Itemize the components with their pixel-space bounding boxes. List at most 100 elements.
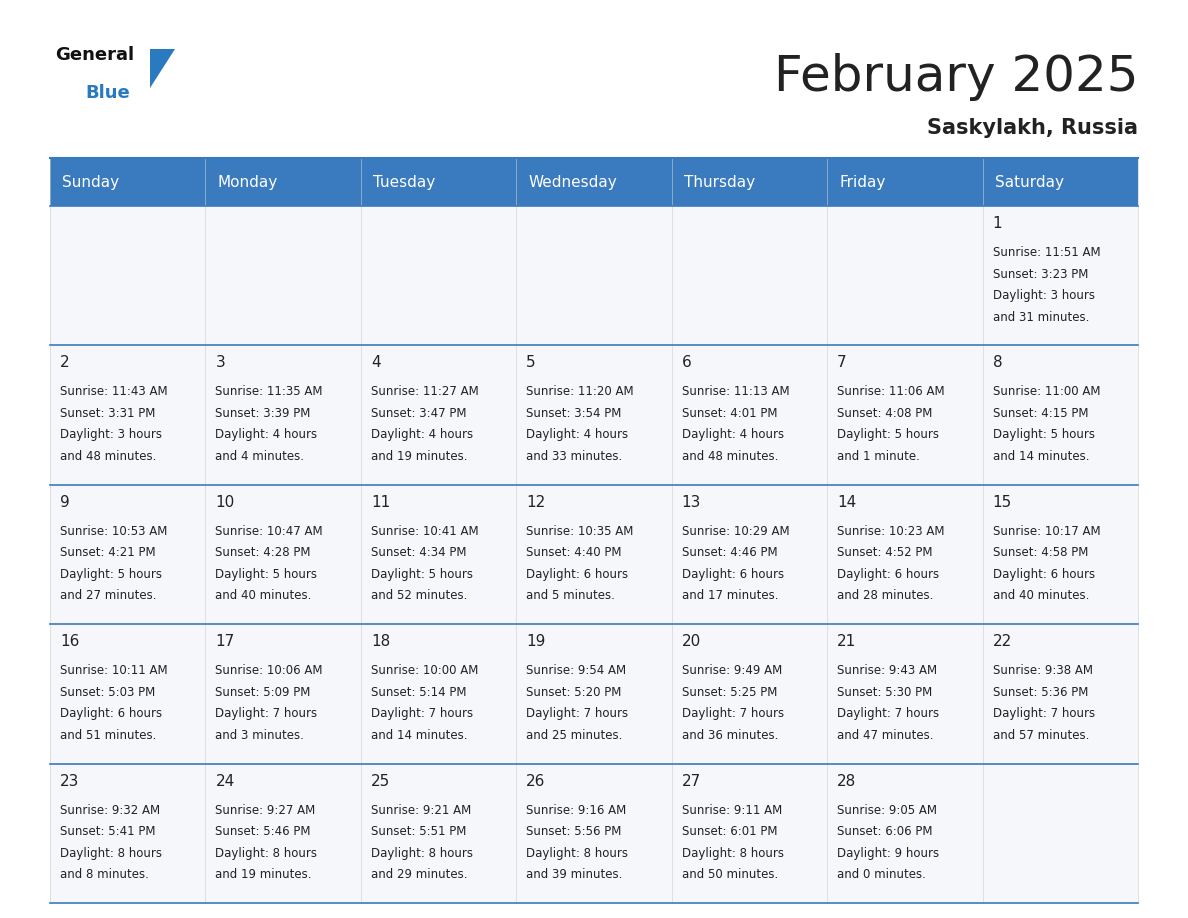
Text: Sunrise: 11:27 AM: Sunrise: 11:27 AM — [371, 386, 479, 398]
Bar — [827, 764, 982, 903]
Polygon shape — [150, 49, 175, 88]
Text: 15: 15 — [992, 495, 1012, 509]
Bar — [50, 345, 206, 485]
Text: Daylight: 5 hours: Daylight: 5 hours — [215, 568, 317, 581]
Bar — [827, 206, 982, 345]
Text: Sunday: Sunday — [62, 174, 119, 189]
Bar — [517, 206, 671, 345]
Text: Sunrise: 10:00 AM: Sunrise: 10:00 AM — [371, 665, 479, 677]
Bar — [206, 624, 361, 764]
Text: Sunset: 5:09 PM: Sunset: 5:09 PM — [215, 686, 311, 699]
Text: and 14 minutes.: and 14 minutes. — [371, 729, 467, 742]
Text: Sunrise: 11:20 AM: Sunrise: 11:20 AM — [526, 386, 634, 398]
Text: Sunrise: 9:32 AM: Sunrise: 9:32 AM — [61, 803, 160, 817]
Text: Sunset: 4:01 PM: Sunset: 4:01 PM — [682, 407, 777, 420]
Bar — [827, 624, 982, 764]
Text: Sunset: 3:47 PM: Sunset: 3:47 PM — [371, 407, 467, 420]
Text: Saskylakh, Russia: Saskylakh, Russia — [927, 118, 1138, 138]
Text: Sunrise: 9:54 AM: Sunrise: 9:54 AM — [526, 665, 626, 677]
Text: Tuesday: Tuesday — [373, 174, 435, 189]
Text: Sunrise: 9:49 AM: Sunrise: 9:49 AM — [682, 665, 782, 677]
Text: Sunrise: 10:47 AM: Sunrise: 10:47 AM — [215, 525, 323, 538]
Text: Sunset: 5:03 PM: Sunset: 5:03 PM — [61, 686, 156, 699]
Bar — [671, 624, 827, 764]
Text: Daylight: 5 hours: Daylight: 5 hours — [61, 568, 162, 581]
Bar — [982, 345, 1138, 485]
Text: and 0 minutes.: and 0 minutes. — [838, 868, 925, 881]
Text: Sunrise: 11:51 AM: Sunrise: 11:51 AM — [992, 246, 1100, 259]
Text: Daylight: 8 hours: Daylight: 8 hours — [61, 846, 162, 859]
Bar — [361, 624, 517, 764]
Text: General: General — [55, 46, 134, 64]
Text: Daylight: 6 hours: Daylight: 6 hours — [838, 568, 940, 581]
Bar — [827, 345, 982, 485]
Text: 20: 20 — [682, 634, 701, 649]
Text: Daylight: 3 hours: Daylight: 3 hours — [992, 289, 1094, 302]
Text: 22: 22 — [992, 634, 1012, 649]
Text: 1: 1 — [992, 216, 1003, 231]
Text: and 50 minutes.: and 50 minutes. — [682, 868, 778, 881]
Text: and 48 minutes.: and 48 minutes. — [682, 450, 778, 463]
Text: Sunset: 4:28 PM: Sunset: 4:28 PM — [215, 546, 311, 559]
Text: Sunrise: 10:41 AM: Sunrise: 10:41 AM — [371, 525, 479, 538]
Text: Sunrise: 9:38 AM: Sunrise: 9:38 AM — [992, 665, 1093, 677]
Text: Sunset: 4:40 PM: Sunset: 4:40 PM — [526, 546, 621, 559]
Text: and 19 minutes.: and 19 minutes. — [215, 868, 312, 881]
Text: Sunset: 5:51 PM: Sunset: 5:51 PM — [371, 825, 466, 838]
Text: Sunrise: 11:06 AM: Sunrise: 11:06 AM — [838, 386, 944, 398]
Text: Daylight: 6 hours: Daylight: 6 hours — [61, 707, 162, 721]
Text: February 2025: February 2025 — [773, 53, 1138, 101]
Text: Daylight: 5 hours: Daylight: 5 hours — [838, 429, 940, 442]
Text: Sunrise: 11:13 AM: Sunrise: 11:13 AM — [682, 386, 789, 398]
Text: 3: 3 — [215, 355, 226, 370]
Bar — [50, 764, 206, 903]
Text: and 40 minutes.: and 40 minutes. — [992, 589, 1089, 602]
Text: Daylight: 7 hours: Daylight: 7 hours — [526, 707, 628, 721]
Text: Sunrise: 9:43 AM: Sunrise: 9:43 AM — [838, 665, 937, 677]
Text: Thursday: Thursday — [684, 174, 754, 189]
Text: Daylight: 8 hours: Daylight: 8 hours — [682, 846, 784, 859]
Text: and 36 minutes.: and 36 minutes. — [682, 729, 778, 742]
Bar — [982, 206, 1138, 345]
Bar — [982, 158, 1138, 206]
Text: and 27 minutes.: and 27 minutes. — [61, 589, 157, 602]
Text: Saturday: Saturday — [994, 174, 1063, 189]
Text: Sunset: 5:41 PM: Sunset: 5:41 PM — [61, 825, 156, 838]
Text: 5: 5 — [526, 355, 536, 370]
Text: 17: 17 — [215, 634, 235, 649]
Bar — [517, 345, 671, 485]
Text: 4: 4 — [371, 355, 380, 370]
Bar — [517, 158, 671, 206]
Bar — [827, 485, 982, 624]
Text: and 14 minutes.: and 14 minutes. — [992, 450, 1089, 463]
Text: and 17 minutes.: and 17 minutes. — [682, 589, 778, 602]
Text: 13: 13 — [682, 495, 701, 509]
Text: Sunset: 4:34 PM: Sunset: 4:34 PM — [371, 546, 467, 559]
Bar — [982, 764, 1138, 903]
Text: Sunrise: 10:06 AM: Sunrise: 10:06 AM — [215, 665, 323, 677]
Text: 25: 25 — [371, 774, 390, 789]
Text: Sunset: 3:31 PM: Sunset: 3:31 PM — [61, 407, 156, 420]
Text: and 51 minutes.: and 51 minutes. — [61, 729, 157, 742]
Bar — [671, 485, 827, 624]
Text: Sunrise: 11:00 AM: Sunrise: 11:00 AM — [992, 386, 1100, 398]
Bar — [50, 158, 206, 206]
Text: Wednesday: Wednesday — [529, 174, 617, 189]
Text: Daylight: 5 hours: Daylight: 5 hours — [371, 568, 473, 581]
Text: Sunset: 5:14 PM: Sunset: 5:14 PM — [371, 686, 467, 699]
Text: Sunset: 5:25 PM: Sunset: 5:25 PM — [682, 686, 777, 699]
Text: 23: 23 — [61, 774, 80, 789]
Text: Monday: Monday — [217, 174, 278, 189]
Text: Sunrise: 11:35 AM: Sunrise: 11:35 AM — [215, 386, 323, 398]
Text: and 57 minutes.: and 57 minutes. — [992, 729, 1089, 742]
Text: 26: 26 — [526, 774, 545, 789]
Text: Daylight: 9 hours: Daylight: 9 hours — [838, 846, 940, 859]
Bar — [206, 345, 361, 485]
Text: Daylight: 3 hours: Daylight: 3 hours — [61, 429, 162, 442]
Text: Sunrise: 10:17 AM: Sunrise: 10:17 AM — [992, 525, 1100, 538]
Text: 21: 21 — [838, 634, 857, 649]
Text: Daylight: 8 hours: Daylight: 8 hours — [215, 846, 317, 859]
Text: and 33 minutes.: and 33 minutes. — [526, 450, 623, 463]
Text: 14: 14 — [838, 495, 857, 509]
Bar — [671, 764, 827, 903]
